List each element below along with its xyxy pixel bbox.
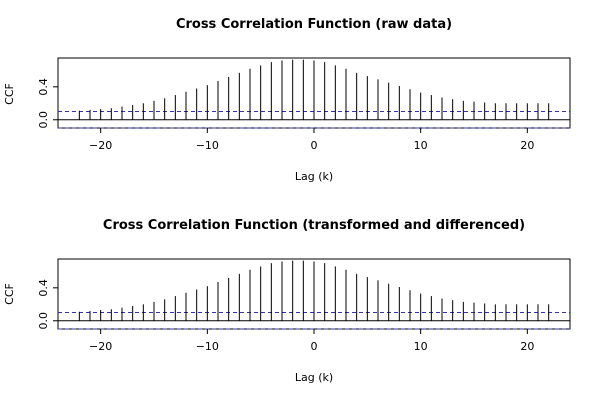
x-tick-label: −20 bbox=[89, 139, 112, 152]
chart-title: Cross Correlation Function (transformed … bbox=[103, 218, 525, 233]
x-tick-label: −10 bbox=[196, 139, 219, 152]
x-tick-label: 20 bbox=[520, 340, 534, 353]
y-tick-label: 0.4 bbox=[37, 279, 50, 297]
plot-area: −20 −10 0 10 20 0.0 0.4 bbox=[37, 260, 570, 353]
y-axis-label: CCF bbox=[3, 83, 16, 105]
x-axis-label: Lag (k) bbox=[295, 371, 333, 384]
ccf-panel-raw: Cross Correlation Function (raw data) La… bbox=[3, 17, 571, 183]
x-tick-label: 0 bbox=[311, 340, 318, 353]
x-tick-label: 0 bbox=[311, 139, 318, 152]
y-axis-label: CCF bbox=[3, 283, 16, 305]
y-tick-label: 0.0 bbox=[37, 111, 50, 129]
y-tick-label: 0.4 bbox=[37, 78, 50, 96]
x-tick-label: −10 bbox=[196, 340, 219, 353]
x-tick-label: −20 bbox=[89, 340, 112, 353]
x-tick-label: 10 bbox=[414, 139, 428, 152]
chart-title: Cross Correlation Function (raw data) bbox=[176, 17, 452, 32]
plot-area: −20 −10 0 10 20 0.0 0.4 bbox=[37, 59, 570, 152]
ccf-panel-transformed: Cross Correlation Function (transformed … bbox=[3, 218, 571, 384]
x-axis-label: Lag (k) bbox=[295, 170, 333, 183]
x-tick-label: 10 bbox=[414, 340, 428, 353]
x-tick-label: 20 bbox=[520, 139, 534, 152]
y-tick-label: 0.0 bbox=[37, 312, 50, 330]
